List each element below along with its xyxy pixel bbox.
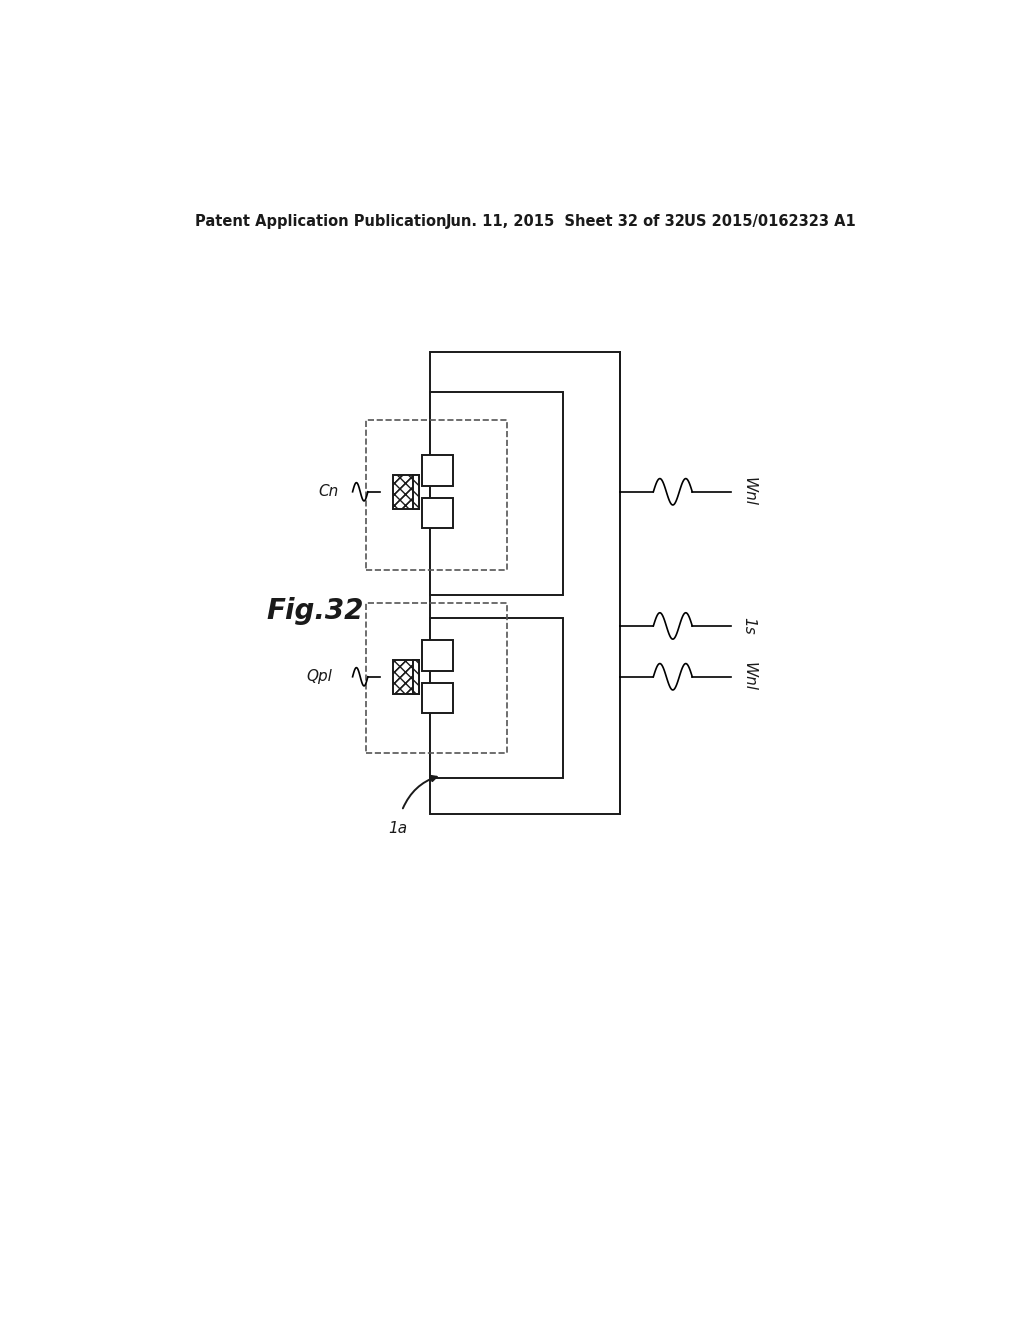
Text: Cn: Cn <box>318 484 338 499</box>
Bar <box>422 682 454 713</box>
Bar <box>393 475 419 508</box>
Bar <box>414 475 419 508</box>
Bar <box>430 351 621 814</box>
Bar <box>430 618 563 779</box>
Bar <box>422 640 454 671</box>
Bar <box>422 455 454 486</box>
Text: Patent Application Publication: Patent Application Publication <box>196 214 446 230</box>
Text: Wnl: Wnl <box>741 478 757 507</box>
Text: 1s: 1s <box>741 616 757 635</box>
Bar <box>393 660 419 693</box>
Bar <box>367 602 507 752</box>
Bar <box>393 660 419 693</box>
Bar <box>430 392 563 595</box>
Text: Wnl: Wnl <box>741 663 757 692</box>
Bar <box>393 475 419 508</box>
Text: Jun. 11, 2015  Sheet 32 of 32: Jun. 11, 2015 Sheet 32 of 32 <box>445 214 685 230</box>
Bar <box>422 498 454 528</box>
Text: US 2015/0162323 A1: US 2015/0162323 A1 <box>684 214 855 230</box>
Text: Fig.32: Fig.32 <box>267 597 365 624</box>
Text: Qpl: Qpl <box>307 669 333 684</box>
Bar <box>414 660 419 693</box>
Text: 1a: 1a <box>388 821 408 836</box>
Bar <box>367 420 507 570</box>
